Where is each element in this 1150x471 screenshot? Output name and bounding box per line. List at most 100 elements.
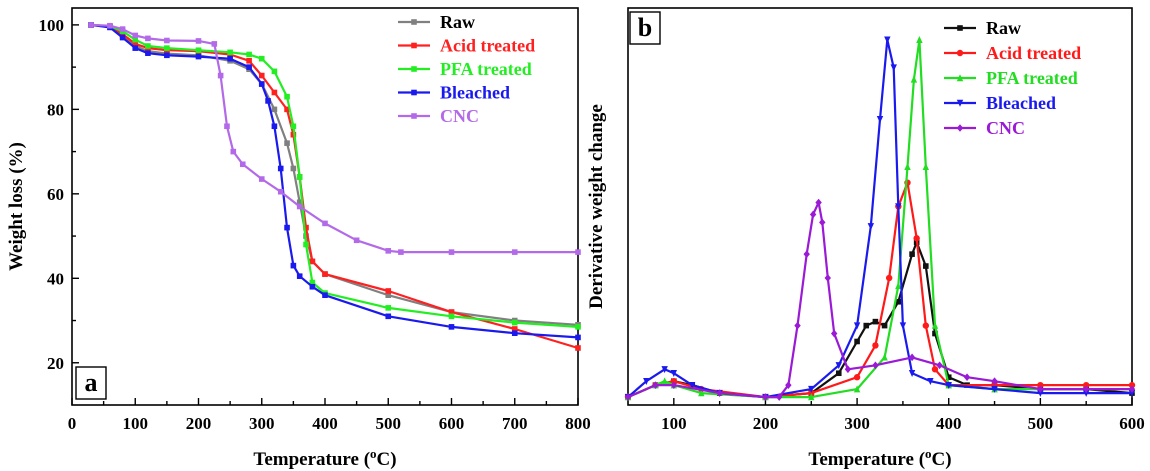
data-point — [661, 366, 668, 374]
data-point — [876, 115, 884, 123]
data-point — [290, 262, 297, 269]
legend-marker — [957, 25, 963, 31]
data-point — [716, 389, 723, 397]
data-point — [284, 140, 290, 146]
legend-label: CNC — [440, 106, 479, 126]
data-point — [132, 41, 139, 47]
legend-marker — [411, 113, 417, 119]
data-point — [239, 161, 246, 168]
data-point — [872, 361, 879, 370]
data-point — [785, 381, 792, 389]
series-acid-treated — [624, 179, 1136, 401]
x-tick-label: 600 — [439, 414, 465, 433]
panel-letter: a — [85, 368, 98, 397]
data-point — [830, 329, 838, 338]
data-point — [991, 377, 998, 385]
data-point — [284, 93, 290, 100]
data-point — [670, 370, 678, 378]
data-point — [670, 381, 678, 389]
data-point — [277, 188, 284, 195]
data-point — [217, 72, 224, 79]
data-point — [908, 353, 916, 362]
data-point — [624, 393, 632, 401]
legend-marker — [956, 99, 964, 107]
data-point — [271, 68, 278, 75]
data-point — [448, 313, 455, 320]
data-point — [909, 251, 915, 257]
data-point — [448, 249, 455, 255]
data-point — [385, 288, 392, 294]
x-tick-label: 100 — [661, 414, 687, 433]
data-point — [808, 393, 815, 401]
data-point — [904, 163, 911, 170]
x-tick-label: 600 — [1119, 414, 1145, 433]
data-point — [670, 377, 678, 385]
data-point — [322, 292, 328, 298]
x-tick-label: 400 — [312, 414, 338, 433]
data-point — [230, 148, 237, 155]
series-cnc — [624, 198, 1136, 401]
data-point — [309, 279, 316, 286]
data-point — [88, 22, 94, 28]
data-point — [945, 381, 952, 389]
data-point — [1128, 385, 1136, 393]
data-point — [145, 50, 151, 56]
data-point — [945, 374, 952, 381]
x-tick-label: 500 — [1028, 414, 1054, 433]
data-point — [808, 385, 815, 393]
data-point — [808, 389, 815, 397]
data-point — [385, 313, 392, 320]
series-pfa-treated — [624, 35, 1136, 401]
data-point — [271, 123, 278, 130]
data-point — [195, 47, 202, 54]
chart-panel-b: 100 200 300 400 500 600 Raw Acid treated PFA tre… — [586, 7, 1145, 470]
x-tick-label: 700 — [502, 414, 528, 433]
legend-label: PFA treated — [440, 59, 532, 79]
legend-marker — [956, 49, 964, 57]
legend: Raw Acid treated PFA treated Bleached CNC — [398, 12, 535, 126]
data-point — [863, 322, 870, 329]
data-point — [119, 34, 126, 41]
data-point — [932, 330, 938, 337]
data-point — [511, 249, 518, 255]
data-point — [195, 38, 202, 44]
data-point — [303, 224, 309, 231]
data-point — [1082, 381, 1090, 389]
x-tick-label: 500 — [376, 414, 402, 433]
data-point — [284, 106, 290, 113]
data-point — [303, 241, 309, 248]
data-point — [872, 342, 879, 349]
legend-marker — [411, 19, 417, 25]
data-point — [895, 282, 902, 290]
x-tick-label: 300 — [249, 414, 275, 433]
data-point — [145, 35, 151, 42]
data-point — [398, 249, 404, 255]
data-point — [1037, 389, 1044, 397]
data-point — [931, 366, 939, 373]
data-point — [385, 248, 392, 254]
data-point — [762, 393, 769, 401]
data-point — [835, 362, 842, 370]
data-point — [227, 55, 233, 62]
data-point — [271, 106, 278, 113]
legend-label: Raw — [986, 18, 1021, 38]
data-point — [698, 389, 705, 397]
data-point — [835, 370, 842, 377]
data-point — [643, 377, 650, 385]
data-point — [385, 305, 392, 311]
legend-marker — [411, 89, 417, 96]
data-point — [575, 249, 581, 255]
data-point — [881, 353, 888, 361]
y-tick-label: 40 — [47, 269, 64, 288]
x-axis-label: Temperature (oC) — [253, 446, 396, 470]
data-point — [922, 163, 930, 170]
data-point — [164, 52, 170, 59]
data-point — [132, 32, 139, 39]
data-point — [819, 218, 826, 227]
series-bleached — [624, 36, 1136, 401]
data-point — [195, 53, 202, 60]
data-point — [885, 274, 893, 282]
series-line — [90, 23, 578, 254]
data-point — [575, 345, 581, 351]
